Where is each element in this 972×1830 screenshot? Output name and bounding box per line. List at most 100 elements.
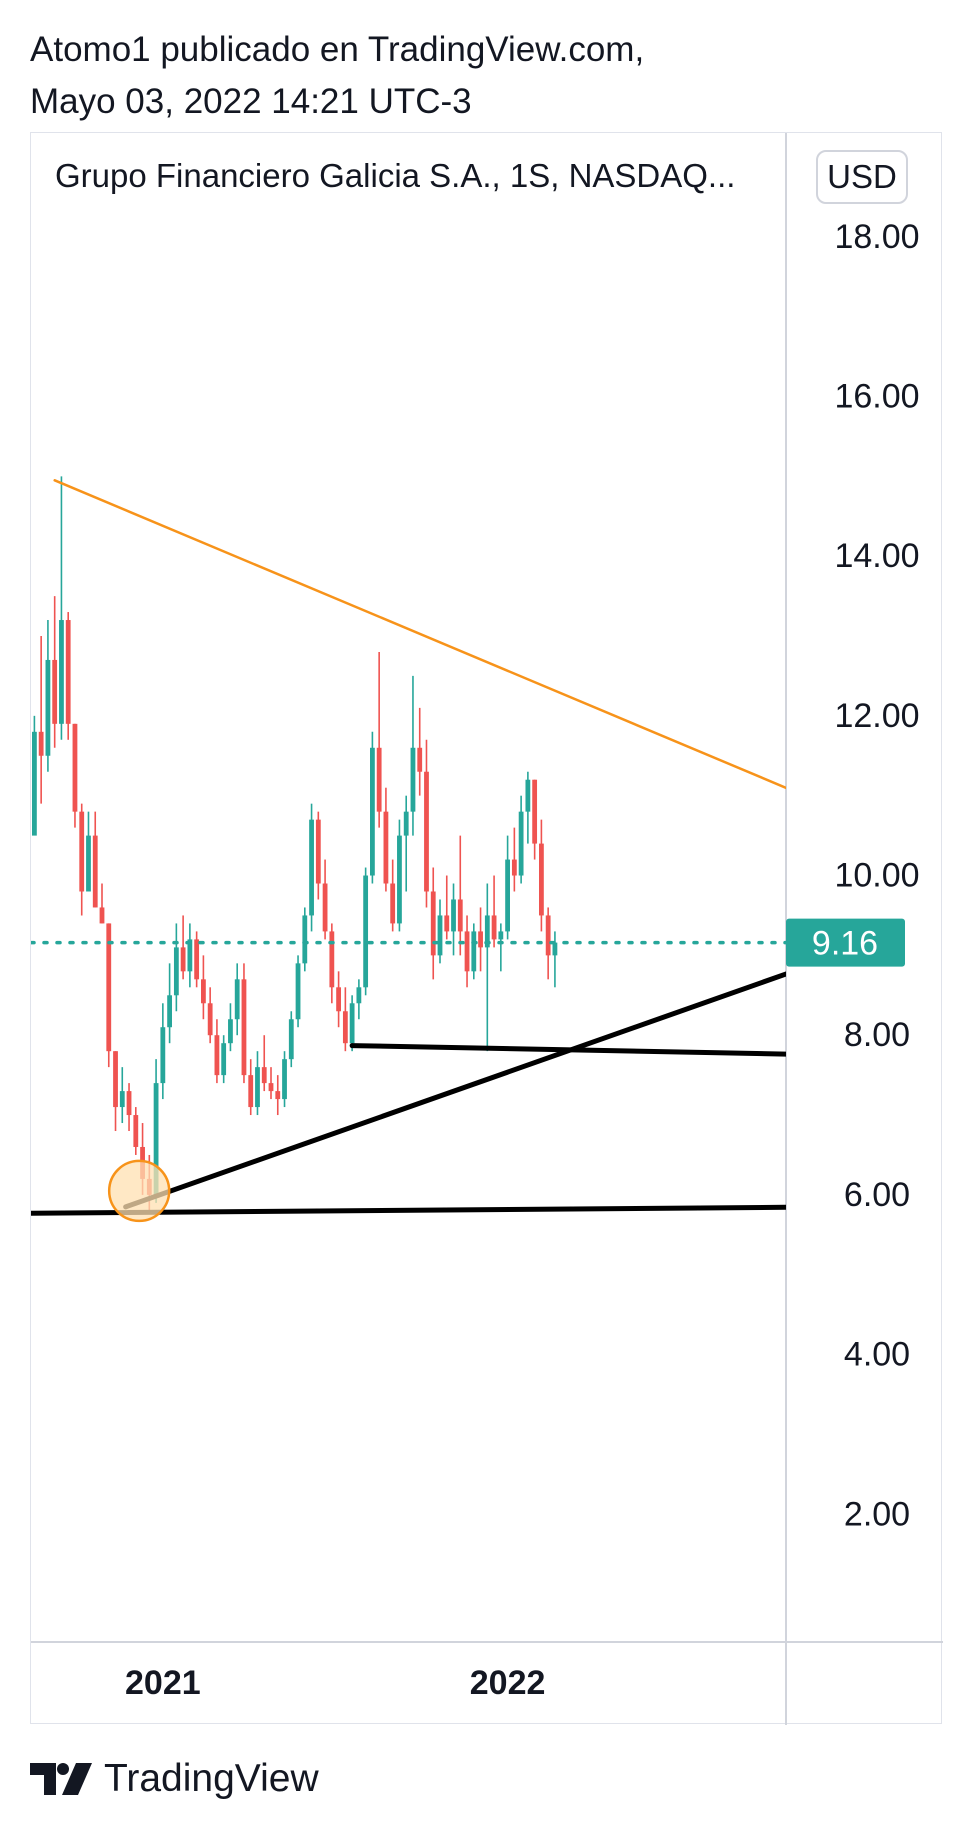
candle (126, 1083, 132, 1132)
orange-resistance-trendline[interactable] (53, 479, 839, 810)
candle (173, 923, 179, 1012)
candle-body (552, 942, 558, 956)
y-tick-label: 2.00 (844, 1495, 910, 1533)
candle-body (234, 979, 240, 1020)
candle-body (410, 747, 416, 812)
rising-support-trendline[interactable] (123, 955, 839, 1210)
candle-body (99, 907, 105, 924)
candle (214, 1019, 220, 1084)
candle-body (532, 779, 538, 844)
candle (282, 1051, 287, 1108)
candle-body (295, 963, 301, 1020)
y-tick-label: 12.00 (834, 697, 919, 735)
candle (309, 803, 314, 932)
candle (464, 915, 470, 988)
publish-date: Mayo 03, 2022 14:21 UTC-3 (30, 82, 472, 121)
candle (113, 1051, 118, 1132)
candle-body (261, 1067, 267, 1084)
candle (342, 987, 348, 1052)
candle-body (363, 875, 369, 988)
chart-frame[interactable]: 18.00 16.00 14.00 12.00 10.00 8.00 6.00 4.00 2.0… (30, 132, 943, 1725)
tradingview-brand[interactable]: TradingView (30, 1757, 319, 1801)
candle (552, 931, 558, 988)
candle (484, 883, 490, 1052)
candle-body (255, 1067, 260, 1108)
horizontal-support-lower[interactable] (31, 1204, 839, 1216)
candle-body (268, 1083, 274, 1092)
y-tick-label: 8.00 (844, 1016, 910, 1054)
publication-header: Atomo1 publicado en TradingView.com, May… (30, 24, 644, 128)
candle-body (86, 835, 91, 892)
candle-body (397, 835, 402, 924)
candle-body (126, 1091, 132, 1116)
candle (59, 476, 64, 740)
candle-body (322, 883, 328, 932)
candle (505, 835, 510, 940)
candle (390, 859, 396, 932)
candle-body (417, 747, 423, 772)
brand-name: TradingView (104, 1757, 319, 1800)
highlight-circle[interactable] (107, 1159, 171, 1223)
candle-body (437, 915, 443, 956)
candle-body (288, 1019, 294, 1060)
candle (329, 923, 335, 1004)
candle-body (430, 891, 436, 956)
candle-body (457, 899, 463, 932)
candle (133, 1107, 139, 1155)
candle-body (119, 1091, 125, 1108)
candle (207, 987, 213, 1044)
candle (451, 883, 456, 956)
currency-button[interactable]: USD (816, 150, 908, 204)
candle (268, 1067, 274, 1100)
horizontal-support-upper[interactable] (349, 1043, 839, 1057)
y-tick-label: 4.00 (844, 1336, 910, 1374)
candle-body (113, 1051, 118, 1108)
candle (261, 1035, 267, 1092)
candlestick-chart[interactable]: 18.00 16.00 14.00 12.00 10.00 8.00 6.00 4.00 2.0… (31, 133, 943, 1725)
candle (167, 963, 172, 1044)
candle (397, 819, 402, 932)
candle (315, 811, 321, 900)
candle (241, 963, 247, 1084)
candle-body (403, 811, 409, 836)
chart-title: Grupo Financiero Galicia S.A., 1S, NASDA… (55, 157, 735, 194)
candle-body (484, 915, 490, 948)
last-price-label-text: 9.16 (812, 925, 878, 963)
candle-body (539, 843, 544, 916)
candle-body (511, 859, 517, 876)
candle-body (383, 811, 389, 884)
candle-body (187, 939, 193, 972)
candle (437, 899, 443, 964)
candle-body (342, 1011, 348, 1044)
candle-body (376, 747, 382, 812)
currency-button-label[interactable]: USD (827, 158, 897, 195)
candle-body (525, 779, 531, 812)
x-tick-label: 2021 (125, 1664, 201, 1702)
candle (221, 1035, 227, 1084)
candle-body (228, 1019, 233, 1044)
candle-body (505, 859, 510, 932)
candle (255, 1051, 260, 1116)
candle (38, 636, 44, 804)
candle-body (471, 931, 477, 972)
candle (403, 795, 409, 892)
currency-button-frame[interactable] (816, 150, 908, 204)
candle-body (241, 979, 247, 1076)
candle (430, 867, 436, 980)
candle-body (214, 1035, 220, 1076)
y-tick-label: 6.00 (844, 1176, 910, 1214)
candle (457, 835, 463, 956)
candle (539, 819, 544, 932)
candle-body (498, 931, 504, 940)
candle-body (424, 771, 429, 892)
candle-body (282, 1059, 287, 1100)
candle (383, 787, 389, 892)
candle (99, 883, 105, 924)
candle-body (545, 915, 551, 956)
candle (356, 979, 362, 1020)
candle (52, 596, 58, 748)
candle-body (349, 1003, 355, 1044)
tradingview-logo-icon (30, 1763, 92, 1795)
candle-body (207, 1003, 213, 1036)
candle (518, 795, 524, 884)
